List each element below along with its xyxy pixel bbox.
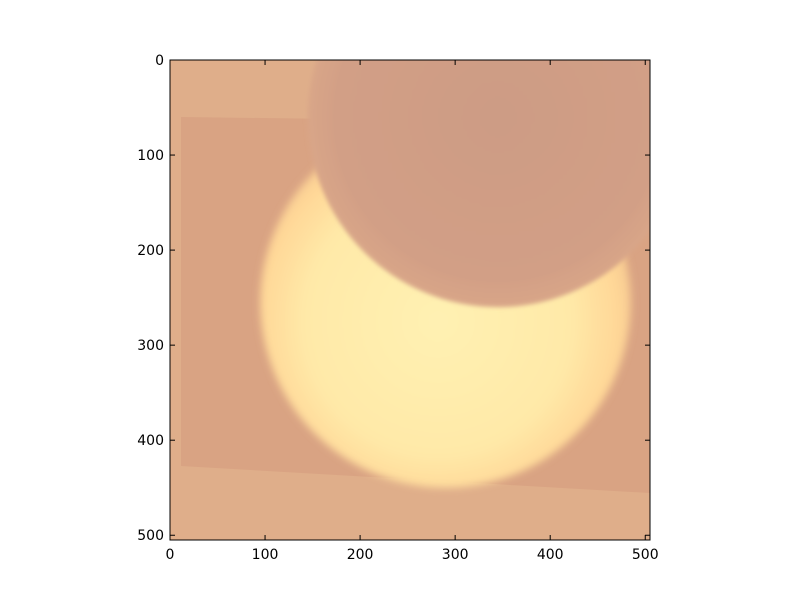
y-axis: 0 100 200 300 400 500 [137,53,650,544]
x-tick-label: 300 [442,547,469,563]
x-tick-label: 0 [166,547,175,563]
x-tick-label: 400 [537,547,564,563]
x-axis: 0 100 200 300 400 500 [166,60,659,563]
eclipse-image [170,60,650,540]
axes-frame [169,59,651,541]
y-tick-label: 400 [137,433,164,449]
x-tick-label: 500 [632,547,659,563]
x-tick-label: 200 [347,547,374,563]
y-tick-label: 200 [137,243,164,259]
moon-disc [307,60,650,308]
y-tick-label: 300 [137,338,164,354]
y-tick-label: 500 [137,528,164,544]
y-tick-label: 100 [137,148,164,164]
y-tick-label: 0 [155,53,164,69]
x-tick-label: 100 [252,547,279,563]
